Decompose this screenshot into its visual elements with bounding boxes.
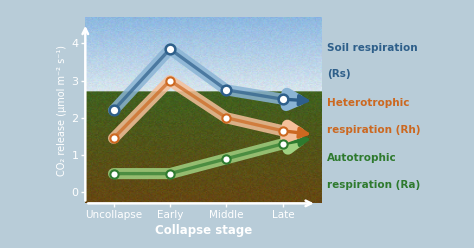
Text: respiration (Ra): respiration (Ra) xyxy=(327,180,420,190)
Text: Autotrophic: Autotrophic xyxy=(327,153,397,163)
Text: respiration (Rh): respiration (Rh) xyxy=(327,125,420,135)
Text: Heterotrophic: Heterotrophic xyxy=(327,98,410,108)
Text: (Rs): (Rs) xyxy=(327,68,351,79)
Y-axis label: CO₂ release (μmol m⁻² s⁻¹): CO₂ release (μmol m⁻² s⁻¹) xyxy=(57,45,67,176)
X-axis label: Collapse stage: Collapse stage xyxy=(155,224,253,238)
Text: Soil respiration: Soil respiration xyxy=(327,43,418,53)
